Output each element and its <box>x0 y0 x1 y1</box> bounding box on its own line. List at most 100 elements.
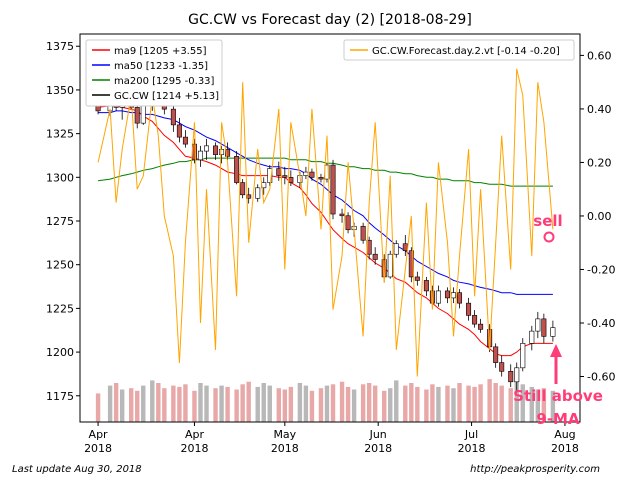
y-right-tick-label: -0.60 <box>587 371 615 384</box>
legend-ma200: ma200 [1295 -0.33] <box>114 76 215 87</box>
volume-bar <box>177 386 182 422</box>
axes: 1175 1200 1225 1250 1275 1300 1325 1350 1375 0.60… <box>46 40 615 455</box>
annotation-arrow <box>550 344 562 384</box>
volume-bar <box>430 384 435 422</box>
volume-bar <box>107 385 113 422</box>
volume-bar <box>225 386 230 422</box>
volume-bar <box>451 388 456 422</box>
volume-bar <box>318 388 324 422</box>
candle-body <box>472 315 478 325</box>
y-left-tick-label: 1375 <box>46 40 74 53</box>
candle-body <box>182 136 188 145</box>
annotation-sell: sell <box>533 212 562 230</box>
volume-bar <box>267 385 272 422</box>
candle-body <box>435 290 441 304</box>
volume-bar <box>394 380 399 422</box>
volume-bar <box>119 389 125 422</box>
volume-bar <box>550 390 556 422</box>
x-tick-label-month: Aug <box>554 428 575 441</box>
volume-bar <box>219 385 224 422</box>
volume-bar <box>514 381 519 422</box>
volume-bars <box>95 379 556 422</box>
candle-body <box>372 253 378 260</box>
volume-bar <box>388 388 393 422</box>
volume-bar <box>150 380 155 422</box>
volume-bar <box>240 384 245 422</box>
annotation-9ma: 9-MA <box>536 410 580 428</box>
candle-body <box>246 194 252 199</box>
candle-body <box>170 108 176 126</box>
footer-last-update: Last update Aug 30, 2018 <box>12 464 142 475</box>
volume-bar <box>297 383 303 422</box>
volume-bar <box>403 385 408 422</box>
forecast-line <box>97 68 554 377</box>
candle-body <box>535 318 541 332</box>
volume-bar <box>162 388 167 422</box>
volume-bar <box>261 383 266 422</box>
x-tick-label-year: 2018 <box>458 442 486 455</box>
volume-bar <box>508 388 513 422</box>
plot-frame <box>79 33 581 423</box>
volume-bar <box>198 383 203 422</box>
candle-body <box>140 105 146 124</box>
volume-bar <box>487 379 492 422</box>
candle-body <box>360 225 366 241</box>
chart-title: GC.CW vs Forecast day (2) [2018-08-29] <box>188 12 472 28</box>
volume-bar <box>135 390 140 422</box>
candle-body <box>303 171 309 176</box>
candle-body <box>309 171 315 178</box>
volume-bar <box>472 386 477 422</box>
x-tick-label-month: Jul <box>464 428 478 441</box>
candle-body <box>282 175 288 178</box>
candle-body <box>234 156 240 183</box>
volume-bar <box>183 384 188 422</box>
candle-body <box>541 318 547 337</box>
candle-body <box>444 290 450 299</box>
volume-bar <box>520 384 525 422</box>
volume-bar <box>366 383 372 422</box>
y-left-tick-label: 1300 <box>46 171 74 184</box>
y-left-tick-label: 1275 <box>46 215 74 228</box>
x-tick-label-month: May <box>273 428 296 441</box>
candle-body <box>402 243 408 252</box>
candle-body <box>288 177 294 183</box>
volume-bar <box>541 388 547 422</box>
volume-bar <box>255 386 260 422</box>
volume-bar <box>351 389 357 422</box>
candle-body <box>387 253 393 278</box>
forecast-series <box>97 68 554 377</box>
candle-body <box>318 177 324 180</box>
volume-bar <box>129 388 134 422</box>
annotation-still-above: Still above <box>513 387 603 405</box>
x-tick-label-month: Jun <box>369 428 387 441</box>
legend-forecast: GC.CW.Forecast.day.2.vt [-0.14 -0.20] <box>372 46 560 57</box>
volume-bar <box>156 383 161 422</box>
volume-bar <box>535 389 541 422</box>
volume-bar <box>466 385 471 422</box>
candle-body <box>520 343 526 369</box>
ma9-line <box>98 105 553 357</box>
y-right-tick-label: 0.00 <box>587 210 612 223</box>
y-left-tick-label: 1225 <box>46 302 74 315</box>
candles <box>95 84 556 391</box>
candle-body <box>240 182 246 196</box>
volume-bar <box>360 384 366 422</box>
volume-bar <box>309 390 315 422</box>
volume-bar <box>478 384 483 422</box>
y-right-tick-label: 0.40 <box>587 103 612 116</box>
x-tick-label-year: 2018 <box>84 442 112 455</box>
candle-body <box>219 149 225 155</box>
volume-bar <box>171 385 176 422</box>
candle-body <box>339 213 345 217</box>
candle-body <box>478 323 484 330</box>
candle-body <box>255 187 261 199</box>
volume-bar <box>529 386 535 422</box>
x-tick-label-month: Apr <box>185 428 205 441</box>
volume-bar <box>424 389 429 422</box>
x-tick-label-month: Apr <box>89 428 109 441</box>
candle-body <box>176 124 182 138</box>
ma200-line <box>98 157 553 187</box>
x-tick-label-year: 2018 <box>551 442 579 455</box>
volume-bar <box>445 385 450 422</box>
